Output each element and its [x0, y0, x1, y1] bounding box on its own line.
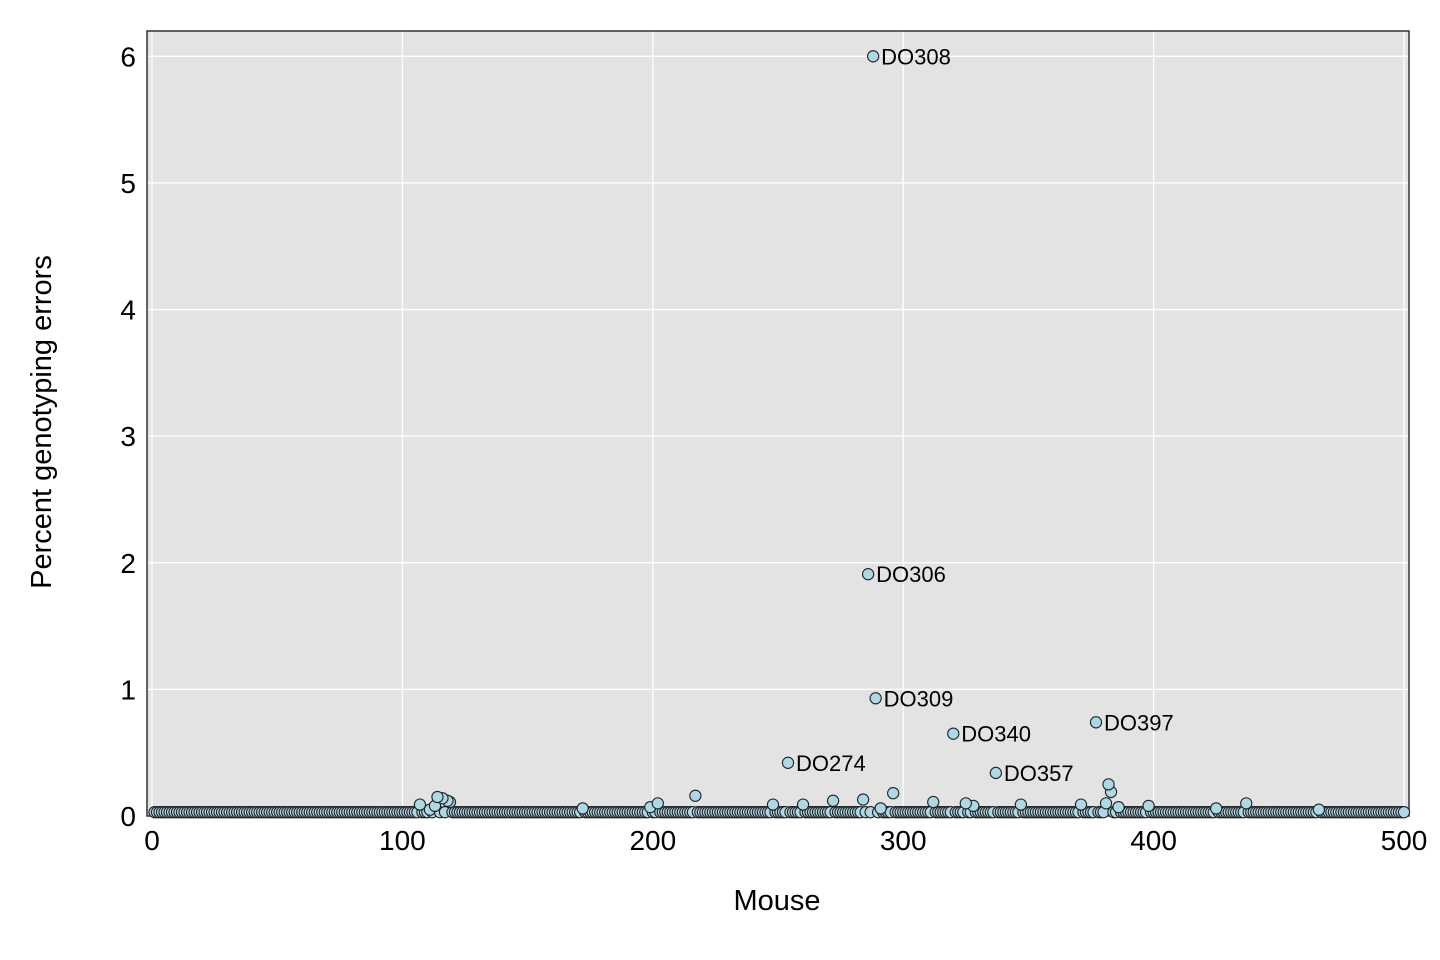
y-axis-title: Percent genotyping errors	[26, 255, 58, 589]
point-label-do340: DO340	[961, 722, 1031, 747]
data-point	[927, 795, 940, 809]
data-point	[1099, 797, 1113, 810]
x-axis-ticks: 0 100 200 300 400 500	[144, 825, 1427, 856]
data-point-do309	[869, 692, 882, 705]
point-label-do274: DO274	[796, 751, 866, 776]
y-axis-ticks: 0 1 2 3 4 5 6	[120, 41, 136, 832]
data-point	[959, 797, 972, 810]
grid-lines	[147, 31, 1409, 817]
data-point-do397	[1089, 716, 1103, 729]
point-label-do397: DO397	[1104, 710, 1174, 735]
x-tick-label: 300	[880, 825, 927, 856]
data-point	[1210, 802, 1223, 815]
data-point	[651, 797, 664, 810]
data-point	[874, 802, 887, 815]
data-point-do306	[861, 568, 875, 581]
x-tick-label: 100	[379, 825, 426, 856]
data-point	[887, 787, 900, 800]
y-tick-label: 1	[120, 674, 136, 705]
data-point	[826, 794, 840, 807]
point-label-do306: DO306	[876, 562, 946, 587]
data-point	[431, 790, 444, 804]
y-tick-label: 5	[120, 168, 136, 199]
data-point	[576, 802, 589, 815]
data-point	[1240, 797, 1253, 810]
data-point	[413, 798, 427, 811]
y-tick-label: 2	[120, 548, 136, 579]
data-point-do340	[947, 727, 960, 740]
x-tick-label: 200	[629, 825, 676, 856]
data-point	[1102, 778, 1115, 791]
data-point	[1397, 806, 1411, 819]
data-point	[796, 798, 810, 811]
point-label-do308: DO308	[881, 44, 951, 69]
y-tick-label: 0	[120, 801, 136, 832]
y-tick-label: 4	[120, 295, 136, 326]
data-point	[1312, 803, 1326, 816]
data-point	[1142, 799, 1155, 813]
data-point	[766, 798, 780, 811]
data-point-do357	[989, 766, 1002, 780]
y-tick-label: 3	[120, 421, 136, 452]
data-point-do308	[867, 50, 880, 63]
data-point	[1112, 800, 1125, 814]
x-tick-label: 400	[1130, 825, 1177, 856]
data-point	[689, 789, 702, 802]
point-label-do357: DO357	[1004, 761, 1074, 786]
data-point	[1074, 798, 1088, 811]
data-point	[1014, 798, 1028, 811]
point-labels: DO274 DO306 DO308 DO309 DO340 DO357 DO397	[796, 44, 1174, 786]
point-label-do309: DO309	[884, 686, 954, 711]
data-points	[148, 50, 1411, 819]
plot-panel	[147, 31, 1409, 816]
y-tick-label: 6	[120, 41, 136, 72]
x-axis-title: Mouse	[733, 885, 820, 917]
data-point	[856, 793, 870, 806]
x-tick-label: 0	[144, 825, 160, 856]
x-tick-label: 500	[1381, 825, 1428, 856]
data-point-do274	[781, 756, 795, 769]
